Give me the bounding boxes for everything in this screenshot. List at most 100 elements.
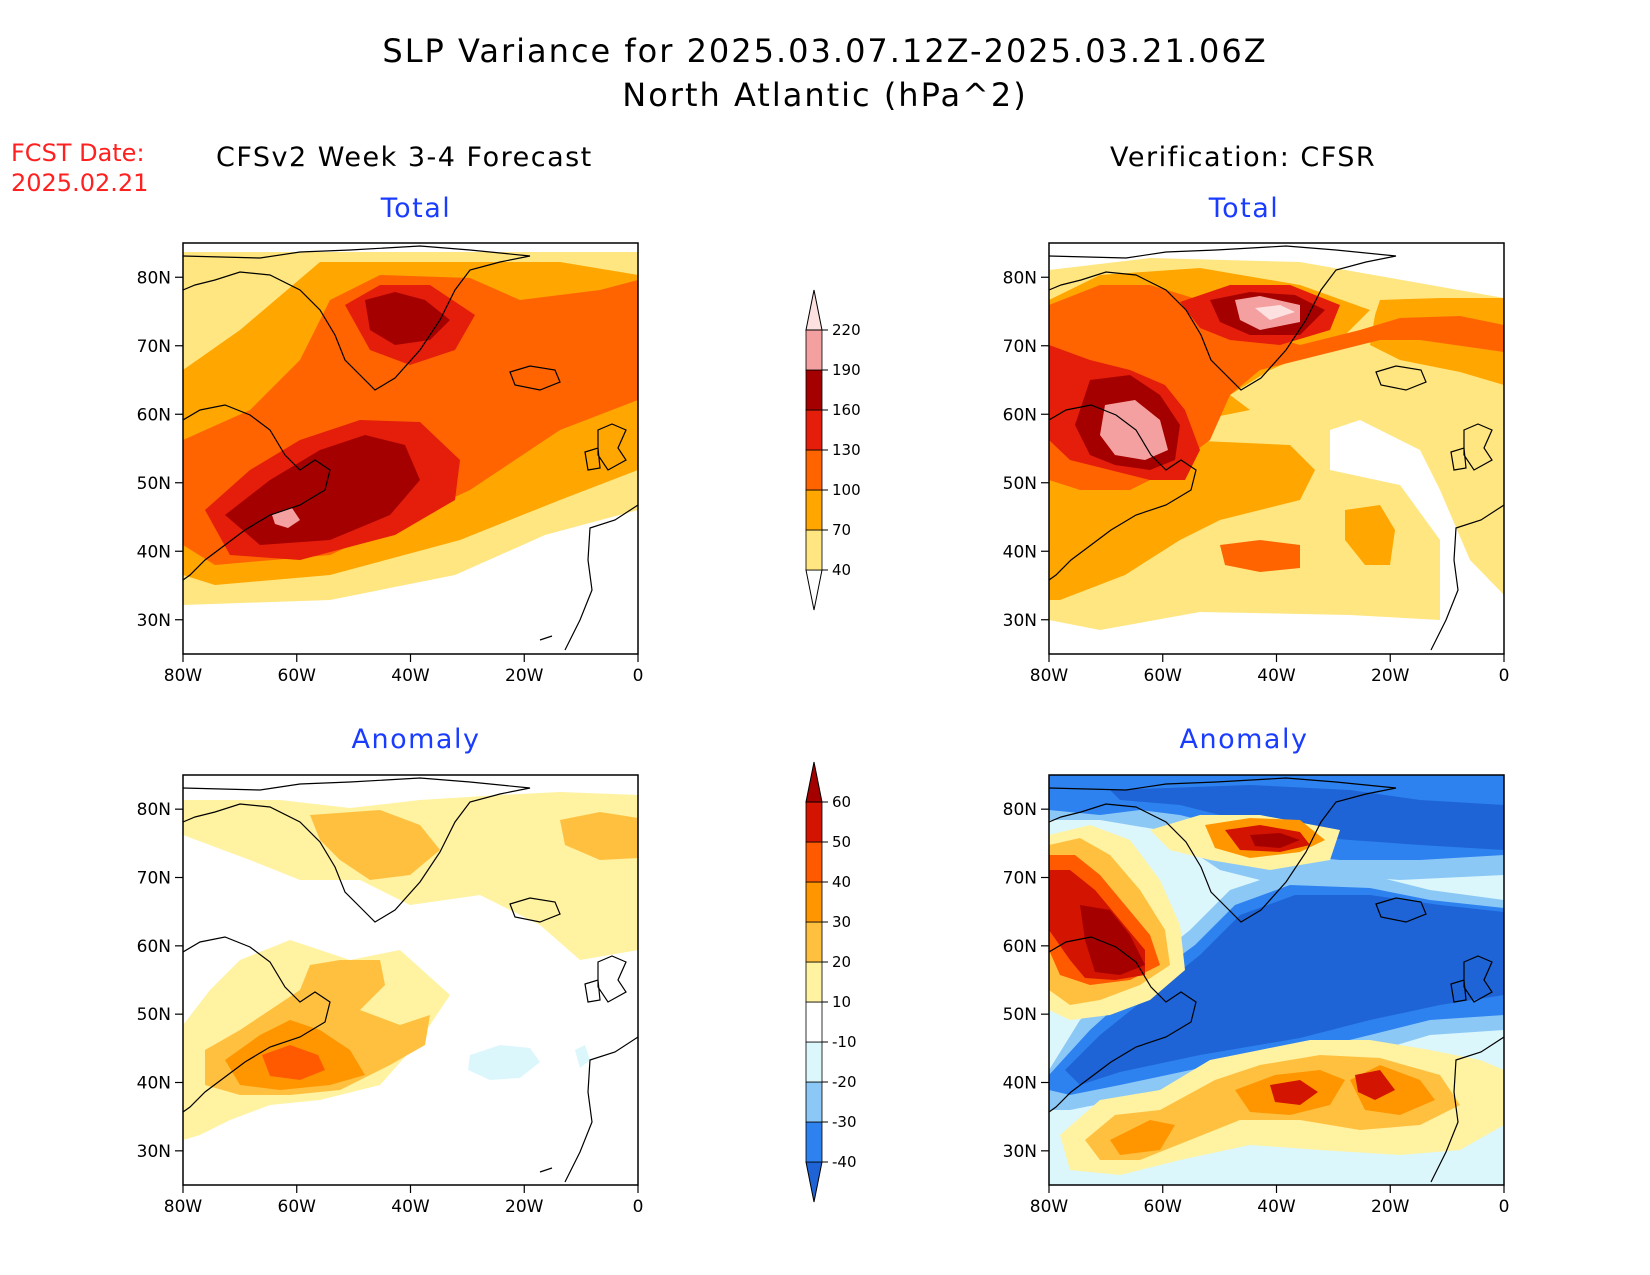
shade-20-east bbox=[560, 812, 638, 860]
colorbar-label: -30 bbox=[832, 1113, 857, 1131]
colorbar-label: 50 bbox=[832, 833, 851, 851]
colorbar-box bbox=[805, 1121, 823, 1163]
lat-tick-label: 30N bbox=[1003, 611, 1037, 631]
lon-tick-label: 20W bbox=[1371, 1197, 1410, 1217]
forecast-anomaly-map bbox=[183, 775, 638, 1185]
axes-layer: 80N 70N 60N 50N 40N 30N 80W 60W 40W 20W 0 80N 70N 60N… bbox=[137, 268, 1510, 1217]
colorbar-upper-arrow bbox=[805, 761, 823, 803]
lat-tick-label: 80N bbox=[1003, 800, 1037, 820]
colorbar-label: 60 bbox=[832, 793, 851, 811]
shade-pos-west-60 bbox=[1080, 905, 1145, 975]
shade-100-south bbox=[1220, 540, 1300, 572]
shade-pos-north-60 bbox=[1250, 833, 1300, 848]
colorbar-box bbox=[805, 529, 823, 571]
colorbar-box bbox=[805, 449, 823, 491]
colorbar-label: -20 bbox=[832, 1073, 857, 1091]
lon-tick-label: 0 bbox=[1499, 1197, 1510, 1217]
lon-tick-label: 20W bbox=[1371, 666, 1410, 686]
shade-pos-south-50-east bbox=[1355, 1070, 1395, 1100]
colorbar-upper-arrow bbox=[805, 289, 823, 331]
coastline bbox=[183, 245, 638, 651]
lon-tick-label: 0 bbox=[633, 666, 644, 686]
lat-tick-label: 70N bbox=[1003, 869, 1037, 889]
lon-tick-label: 20W bbox=[505, 1197, 544, 1217]
forecast-anomaly-title: Anomaly bbox=[351, 724, 481, 755]
lon-tick-label: 80W bbox=[164, 1197, 203, 1217]
lon-tick-label: 40W bbox=[1257, 666, 1296, 686]
colorbar-box bbox=[805, 1041, 823, 1083]
lon-tick-label: 60W bbox=[1144, 1197, 1183, 1217]
lon-tick-label: 40W bbox=[391, 1197, 430, 1217]
lon-tick-label: 20W bbox=[505, 666, 544, 686]
lat-tick-label: 80N bbox=[137, 800, 171, 820]
lat-tick-label: 70N bbox=[137, 869, 171, 889]
lon-tick-label: 80W bbox=[1030, 1197, 1069, 1217]
verification-column-title: Verification: CFSR bbox=[1110, 142, 1377, 173]
colorbar-label: 190 bbox=[832, 361, 861, 379]
colorbar-box bbox=[805, 921, 823, 963]
lon-tick-label: 80W bbox=[164, 666, 203, 686]
colorbar-lower-arrow bbox=[805, 1161, 823, 1203]
lon-tick-label: 0 bbox=[633, 1197, 644, 1217]
fcst-date-value: 2025.02.21 bbox=[11, 169, 149, 197]
lat-tick-label: 60N bbox=[137, 405, 171, 425]
colorbar-label: 30 bbox=[832, 913, 851, 931]
verification-total-title: Total bbox=[1208, 193, 1280, 224]
plot-title: SLP Variance for 2025.03.07.12Z-2025.03.… bbox=[382, 32, 1268, 70]
anomaly-colorbar: -40 -30 -20 -10 10 20 30 40 50 60 bbox=[805, 761, 857, 1203]
forecast-total-map bbox=[183, 243, 638, 654]
lat-tick-label: 40N bbox=[1003, 1074, 1037, 1094]
lon-tick-label: 40W bbox=[1257, 1197, 1296, 1217]
colorbar-label: -40 bbox=[832, 1153, 857, 1171]
lat-tick-label: 30N bbox=[137, 611, 171, 631]
colorbar-label: 100 bbox=[832, 481, 861, 499]
lat-tick-label: 40N bbox=[137, 1074, 171, 1094]
lat-tick-label: 40N bbox=[137, 542, 171, 562]
forecast-total-title: Total bbox=[380, 193, 452, 224]
lat-tick-label: 80N bbox=[1003, 268, 1037, 288]
colorbar-box bbox=[805, 881, 823, 923]
shade-160-north bbox=[365, 292, 450, 345]
lat-tick-label: 50N bbox=[1003, 474, 1037, 494]
colorbar-label: -10 bbox=[832, 1033, 857, 1051]
lon-tick-label: 80W bbox=[1030, 666, 1069, 686]
shade-220 bbox=[1255, 305, 1295, 320]
shade-neg10 bbox=[468, 1045, 540, 1080]
colorbar-lower-arrow bbox=[805, 569, 823, 611]
lon-tick-label: 60W bbox=[278, 1197, 317, 1217]
shade-10 bbox=[183, 792, 638, 960]
colorbar-box bbox=[805, 801, 823, 843]
shade-neg40 bbox=[1110, 785, 1504, 850]
shade-pos-south-30-west bbox=[1110, 1120, 1175, 1155]
lat-tick-label: 50N bbox=[137, 1005, 171, 1025]
shade-neg-main-40 bbox=[1065, 895, 1504, 1085]
lat-tick-label: 40N bbox=[1003, 542, 1037, 562]
colorbar-label: 220 bbox=[832, 321, 861, 339]
coastline bbox=[183, 777, 638, 1183]
colorbar-box bbox=[805, 369, 823, 411]
colorbar-box bbox=[805, 329, 823, 371]
verification-total-map bbox=[1049, 243, 1504, 654]
shade-neg10-east bbox=[575, 1045, 590, 1068]
shade-20 bbox=[310, 810, 440, 880]
shade-40 bbox=[262, 1045, 325, 1080]
colorbar-box bbox=[805, 1081, 823, 1123]
colorbar-label: 160 bbox=[832, 401, 861, 419]
colorbar-label: 130 bbox=[832, 441, 861, 459]
colorbar-box bbox=[805, 489, 823, 531]
lat-tick-label: 70N bbox=[1003, 337, 1037, 357]
lon-tick-label: 40W bbox=[391, 666, 430, 686]
verification-anomaly-title: Anomaly bbox=[1179, 724, 1309, 755]
lat-tick-label: 60N bbox=[137, 937, 171, 957]
verification-anomaly-map bbox=[1049, 775, 1504, 1185]
coastline bbox=[1049, 777, 1504, 1183]
colorbar-box bbox=[805, 961, 823, 1003]
colorbar-label: 70 bbox=[832, 521, 851, 539]
lat-tick-label: 50N bbox=[1003, 1005, 1037, 1025]
lat-tick-label: 50N bbox=[137, 474, 171, 494]
lat-tick-label: 80N bbox=[137, 268, 171, 288]
shade-190 bbox=[1100, 400, 1168, 460]
lat-tick-label: 30N bbox=[137, 1142, 171, 1162]
shade-pos-south-50 bbox=[1270, 1080, 1318, 1105]
